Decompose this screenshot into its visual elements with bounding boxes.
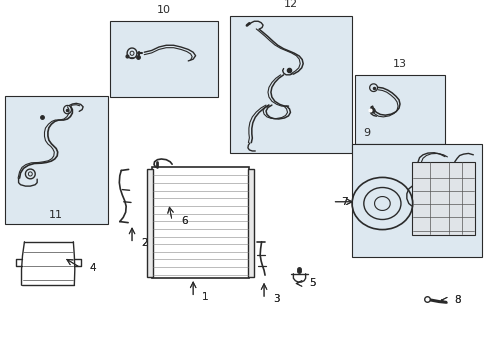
Bar — [151, 167, 249, 278]
Text: 11: 11 — [49, 210, 63, 220]
Text: 6: 6 — [181, 216, 187, 226]
Bar — [354, 75, 444, 144]
Text: 1: 1 — [202, 292, 208, 302]
Text: 3: 3 — [272, 294, 279, 304]
Text: 12: 12 — [284, 0, 297, 9]
Bar — [248, 169, 254, 276]
Text: 5: 5 — [309, 279, 316, 288]
Text: 4: 4 — [89, 263, 96, 273]
Bar — [110, 21, 217, 98]
Text: 4: 4 — [89, 263, 96, 273]
Text: 7: 7 — [341, 197, 347, 207]
Bar — [5, 96, 107, 224]
Bar — [351, 144, 481, 257]
Text: 6: 6 — [181, 216, 187, 226]
Text: 5: 5 — [309, 279, 316, 288]
Text: 8: 8 — [453, 295, 460, 305]
Bar — [146, 169, 152, 276]
Text: 13: 13 — [392, 59, 406, 68]
Text: 7: 7 — [341, 197, 347, 207]
Text: 2: 2 — [141, 238, 147, 248]
Text: 10: 10 — [157, 5, 170, 15]
Text: 8: 8 — [453, 295, 460, 305]
Text: 1: 1 — [202, 292, 208, 302]
Text: 2: 2 — [141, 238, 147, 248]
Bar — [229, 16, 351, 153]
Text: 3: 3 — [272, 294, 279, 304]
Bar — [411, 162, 474, 235]
Text: 9: 9 — [363, 128, 369, 138]
